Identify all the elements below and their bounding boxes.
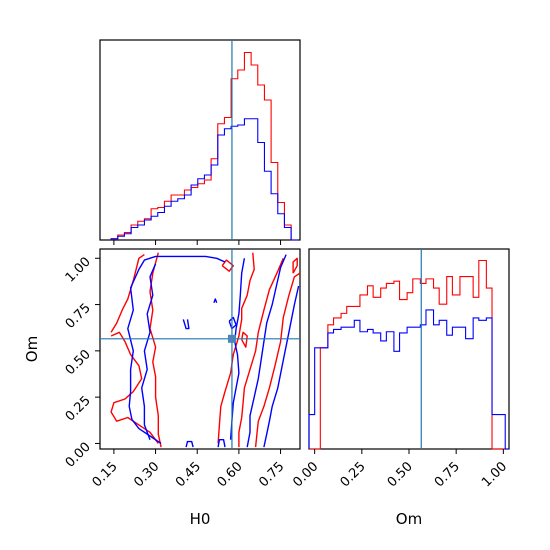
red-contour-line — [241, 331, 248, 348]
y-tick-label: 0.00 — [63, 440, 94, 471]
h0-histogram-panel — [99, 39, 301, 245]
x-tick-label: 0.15 — [90, 459, 121, 490]
red-histogram-series — [110, 51, 298, 241]
x-tick-label: 0.30 — [131, 459, 162, 490]
y-tick-label: 0.25 — [63, 393, 94, 424]
red-contour-line — [292, 257, 298, 274]
blue-contour-line — [246, 254, 287, 448]
x-tick-label: 0.25 — [338, 459, 369, 490]
blue-contour-line — [131, 418, 162, 444]
truth-marker — [227, 334, 236, 343]
om-xlabel: Om — [396, 510, 422, 528]
blue-contour-line — [228, 316, 237, 330]
om-histogram-panel: 0.00 0.25 0.50 0.75 1.00 Om — [290, 248, 510, 528]
red-contour-line — [149, 252, 162, 448]
x-tick-label: 0.75 — [256, 459, 287, 490]
joint-ylabel: Om — [23, 336, 41, 362]
red-histogram-series — [309, 259, 509, 450]
joint-contour-frame — [99, 248, 301, 450]
h0-histogram-frame — [99, 39, 301, 241]
blue-contour-line — [213, 298, 218, 303]
joint-contour-panel: 0.15 0.30 0.45 0.60 0.75 0.00 0.25 0.50 0.75 1.00… — [23, 248, 301, 528]
blue-contour-line — [182, 319, 190, 330]
red-contour-line — [217, 252, 255, 444]
blue-contour-line — [229, 258, 246, 440]
contour-layer — [100, 249, 300, 449]
x-tick-label: 0.75 — [432, 459, 463, 490]
blue-contour-line — [127, 255, 226, 420]
blue-contour-line — [140, 263, 157, 440]
red-contour-line — [110, 331, 159, 444]
blue-contour-line — [263, 285, 300, 448]
x-tick-label: 0.50 — [385, 459, 416, 490]
x-tick-label: 1.00 — [479, 459, 510, 490]
blue-contour-line — [217, 439, 226, 448]
y-tick-label: 1.00 — [63, 254, 94, 285]
y-tick-label: 0.75 — [63, 301, 94, 332]
blue-histogram-series — [110, 118, 298, 241]
x-tick-label: 0.45 — [173, 459, 204, 490]
joint-xlabel: H0 — [190, 510, 211, 528]
red-contour-line — [254, 272, 300, 448]
blue-histogram-series — [308, 309, 509, 450]
y-tick-label: 0.50 — [63, 347, 94, 378]
red-contour-line — [238, 258, 284, 448]
x-tick-label: 0.60 — [215, 459, 246, 490]
red-contour-line — [110, 254, 145, 333]
blue-contour-line — [185, 440, 194, 448]
x-tick-label: 0.00 — [290, 459, 321, 490]
